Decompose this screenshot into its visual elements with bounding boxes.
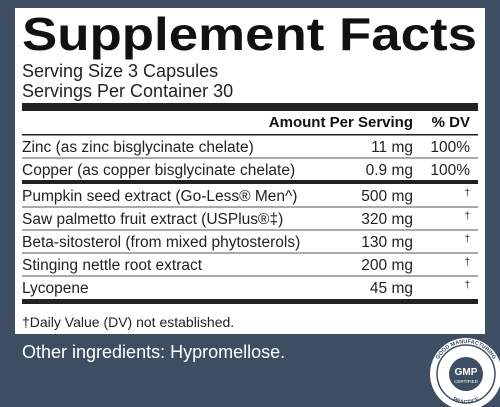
nutrient-name: Lycopene <box>22 280 89 297</box>
nutrient-name: Copper (as copper bisglycinate chelate) <box>22 162 295 179</box>
thick-rule <box>22 103 478 111</box>
section-rule <box>22 180 478 184</box>
nutrient-name: Beta-sitosterol (from mixed phytosterols… <box>22 234 300 251</box>
other-ingredients: Other ingredients: Hypromellose. <box>22 342 285 362</box>
nutrient-dv: † <box>464 234 470 245</box>
nutrient-amount: 320 mg <box>361 211 413 228</box>
nutrient-amount: 500 mg <box>361 188 413 205</box>
thick-rule <box>22 299 478 304</box>
rule <box>22 134 478 136</box>
badge-ring <box>436 344 496 404</box>
header-dv: % DV <box>432 114 470 131</box>
nutrient-dv: † <box>464 280 470 291</box>
serving-size: Serving Size 3 Capsules <box>22 61 218 81</box>
header-amount: Amount Per Serving <box>269 114 413 131</box>
facts-panel <box>15 8 485 334</box>
nutrient-dv: † <box>464 211 470 222</box>
badge-center <box>449 357 483 391</box>
nutrient-name: Stinging nettle root extract <box>22 257 203 274</box>
badge-gmp: GMP <box>455 367 478 378</box>
row-rule <box>22 252 478 254</box>
nutrient-amount: 45 mg <box>370 280 413 297</box>
nutrient-dv: 100% <box>430 139 470 156</box>
badge-bottom-path: PRACTICE <box>452 396 481 405</box>
title: Supplement Facts <box>22 8 477 60</box>
nutrient-dv: 100% <box>430 162 470 179</box>
nutrient-amount: 0.9 mg <box>366 162 413 179</box>
nutrient-amount: 200 mg <box>361 257 413 274</box>
row-rule <box>22 275 478 277</box>
row-rule <box>22 229 478 231</box>
badge-bottom: PRACTICE <box>452 396 481 405</box>
nutrient-name: Saw palmetto fruit extract (USPlus®‡) <box>22 211 283 228</box>
nutrient-dv: † <box>464 257 470 268</box>
row-rule <box>22 157 478 159</box>
nutrient-name: Zinc (as zinc bisglycinate chelate) <box>22 139 254 156</box>
nutrient-dv: † <box>464 188 470 199</box>
gmp-badge: GOOD MANUFACTURING PRACTICE GMP CERTIFIE… <box>430 338 500 407</box>
nutrient-name: Pumpkin seed extract (Go-Less® Men^) <box>22 188 297 205</box>
footnote: †Daily Value (DV) not established. <box>22 314 234 330</box>
nutrient-amount: 130 mg <box>361 234 413 251</box>
badge-certified: CERTIFIED <box>454 379 478 384</box>
servings-per-container: Servings Per Container 30 <box>22 81 233 101</box>
row-rule <box>22 206 478 208</box>
nutrient-amount: 11 mg <box>371 139 413 156</box>
